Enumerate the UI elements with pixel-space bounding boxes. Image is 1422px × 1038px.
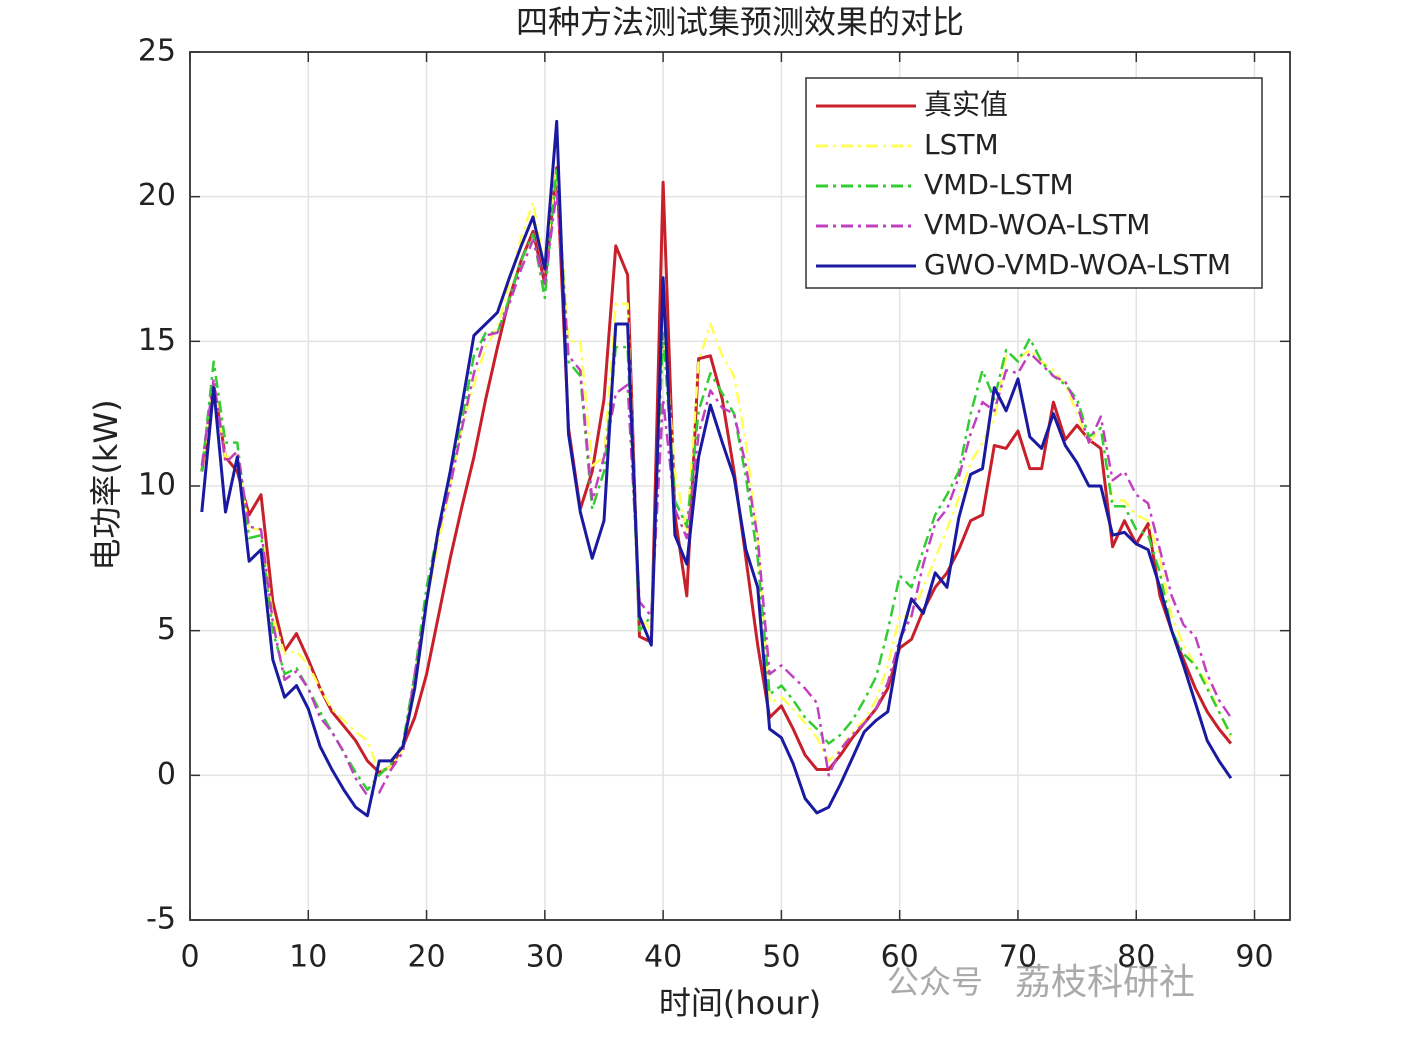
x-tick-label: 70 [999, 940, 1037, 975]
watermark: 荔枝科研社 [1015, 962, 1195, 1003]
watermark: 公众号 [887, 963, 983, 1001]
legend-label: LSTM [924, 128, 999, 161]
legend: 真实值 LSTM VMD-LSTM VMD-WOA-LSTM GWO-VMD-WOA-L… [805, 77, 1263, 289]
x-tick-label: 60 [881, 940, 919, 975]
chart-title: 四种方法测试集预测效果的对比 [516, 3, 964, 41]
y-tick-label: -5 [146, 902, 176, 937]
x-tick-label: 90 [1235, 940, 1273, 975]
legend-label: GWO-VMD-WOA-LSTM [924, 248, 1231, 281]
legend-label: VMD-LSTM [924, 168, 1074, 201]
y-tick-label: 5 [157, 612, 176, 647]
y-tick-label: 10 [138, 468, 176, 503]
legend-label: VMD-WOA-LSTM [924, 208, 1150, 241]
x-tick-label: 0 [180, 940, 199, 975]
legend-label: 真实值 [924, 88, 1008, 121]
y-axis-label: 电功率(kW) [87, 399, 125, 570]
series-line [200, 119, 1233, 818]
y-tick-label: 0 [157, 757, 176, 792]
x-tick-label: 40 [644, 940, 682, 975]
x-axis-label: 时间(hour) [659, 984, 821, 1022]
x-tick-label: 80 [1117, 940, 1155, 975]
legend-box [805, 77, 1263, 289]
y-tick-label: 20 [138, 178, 176, 213]
axes-box [189, 51, 1291, 921]
x-tick-label: 50 [762, 940, 800, 975]
x-tick-label: 20 [407, 940, 445, 975]
series-line [200, 166, 1233, 774]
x-tick-label: 10 [289, 940, 327, 975]
series-line [200, 166, 1233, 774]
x-tick-label: 30 [526, 940, 564, 975]
y-tick-label: 15 [138, 323, 176, 358]
y-tick-label: 25 [138, 34, 176, 69]
